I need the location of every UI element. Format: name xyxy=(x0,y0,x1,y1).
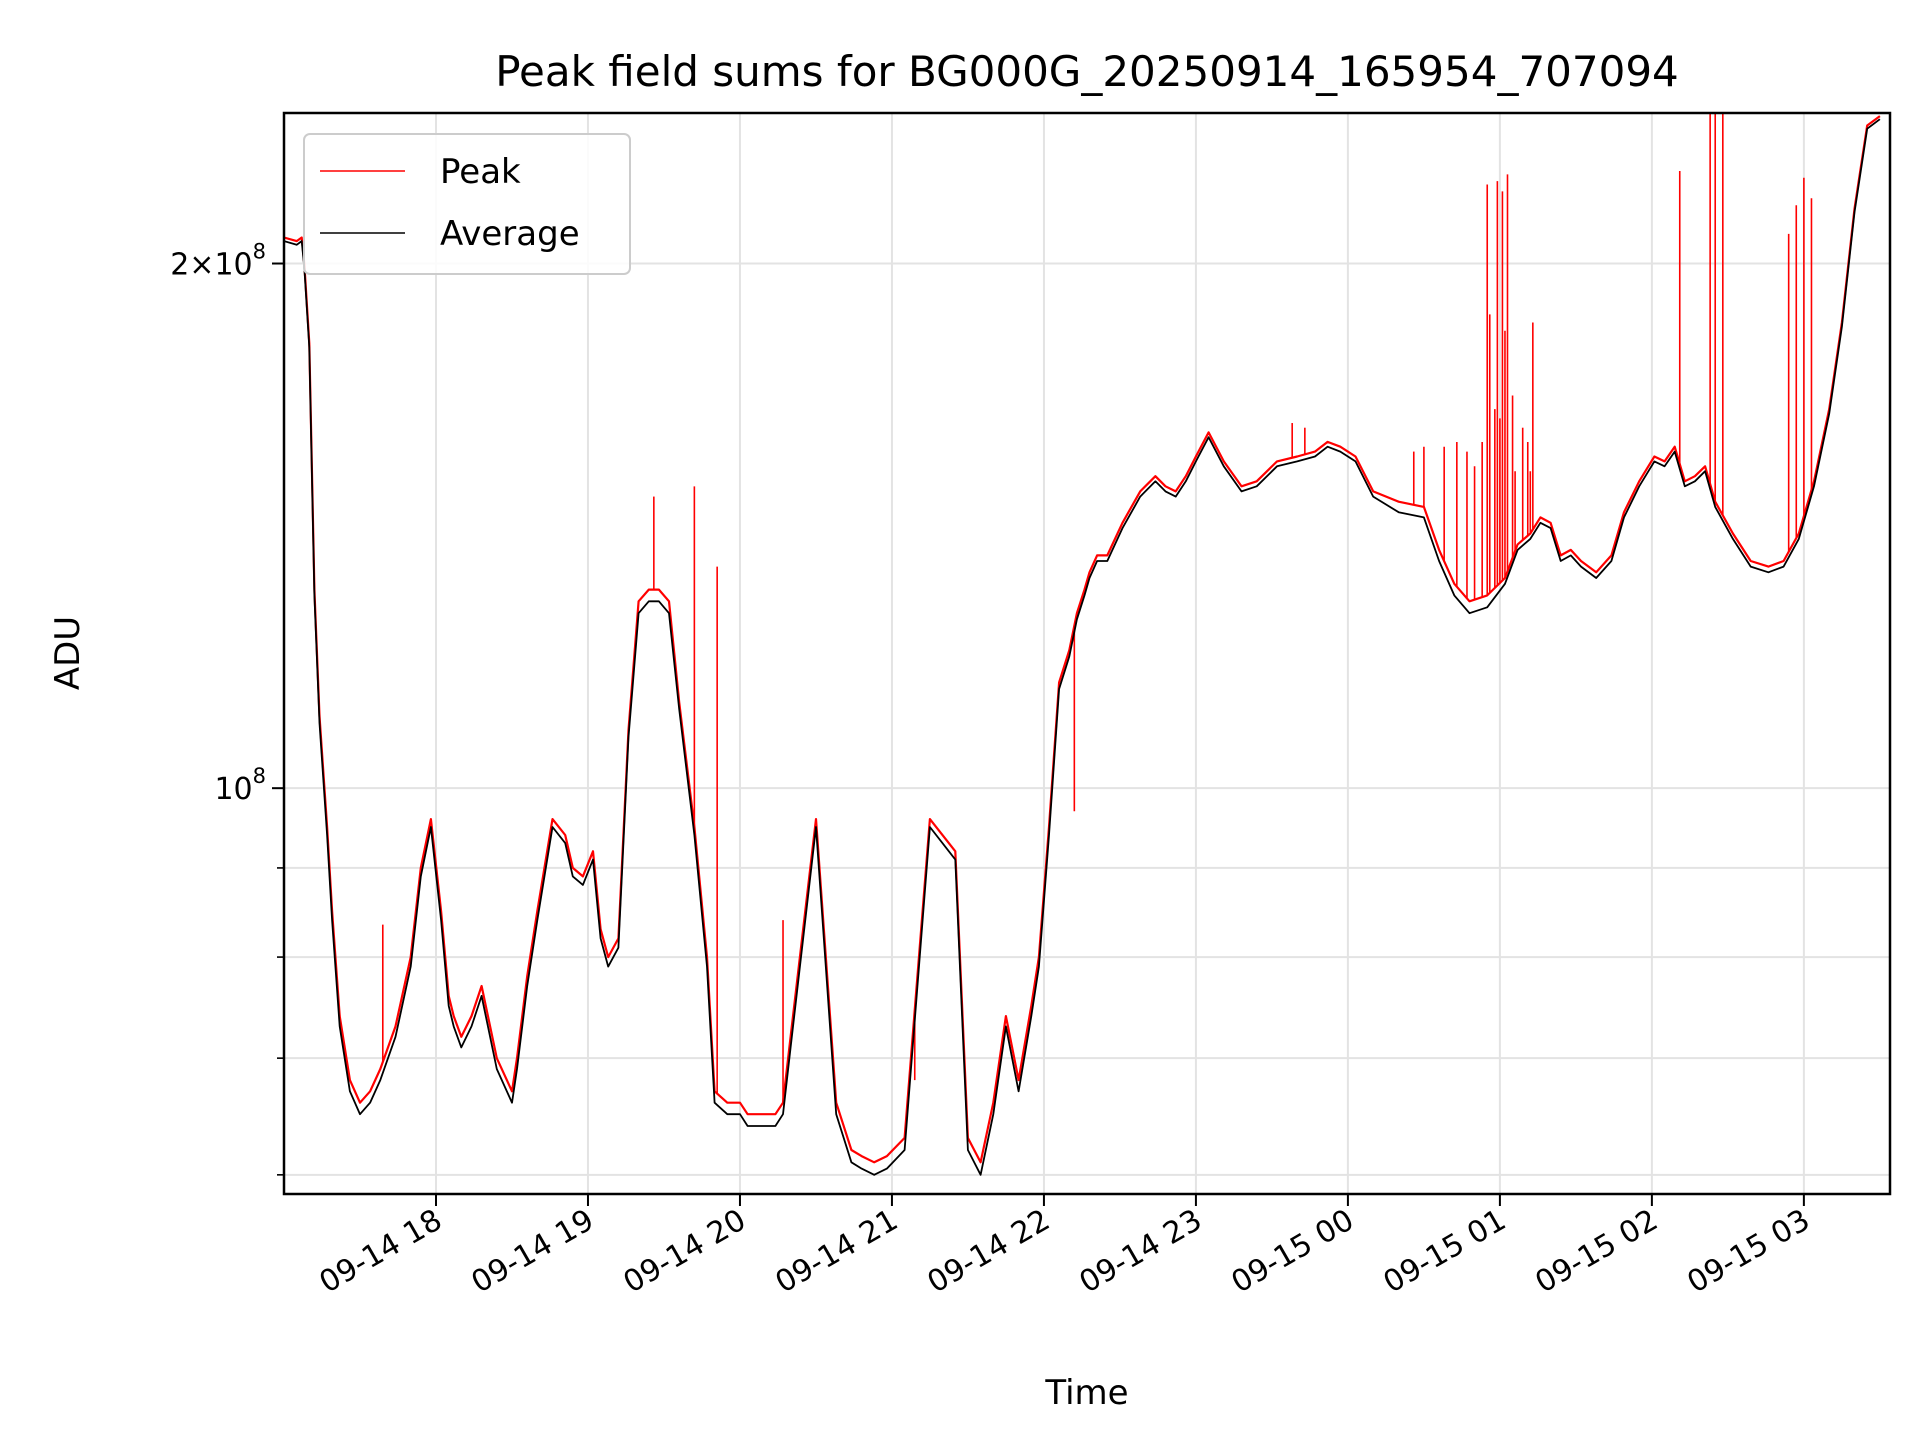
x-tick-label: 09-14 22 xyxy=(922,1203,1056,1301)
y-axis-ticks: 108 2×108 xyxy=(170,240,284,1176)
x-tick-label: 09-15 01 xyxy=(1378,1203,1512,1301)
x-tick-label: 09-14 21 xyxy=(770,1203,904,1301)
x-tick-label: 09-14 19 xyxy=(466,1203,600,1301)
x-tick-label: 09-14 23 xyxy=(1074,1203,1208,1301)
series-layer xyxy=(284,113,1881,1176)
y-tick-label: 2×108 xyxy=(170,240,266,283)
y-tick-label: 108 xyxy=(214,764,266,807)
grid-lines xyxy=(284,113,1890,1194)
plot-frame xyxy=(282,111,1892,1196)
chart-title: Peak field sums for BG000G_20250914_1659… xyxy=(495,47,1679,96)
legend: Peak Average xyxy=(303,133,631,275)
y-axis-label: ADU xyxy=(48,616,88,690)
x-tick-label: 09-15 00 xyxy=(1226,1203,1360,1301)
x-tick-label: 09-14 18 xyxy=(314,1203,448,1301)
legend-label-peak: Peak xyxy=(440,152,521,192)
legend-label-average: Average xyxy=(440,214,580,254)
x-tick-label: 09-15 03 xyxy=(1682,1203,1816,1301)
series-line-peak xyxy=(284,115,1881,1164)
x-axis-label: Time xyxy=(1044,1373,1128,1413)
series-line-average xyxy=(284,118,1881,1176)
x-tick-label: 09-15 02 xyxy=(1530,1203,1664,1301)
x-axis-ticks: 09-14 18 09-14 19 09-14 20 09-14 21 09-14 22… xyxy=(314,1194,1816,1300)
x-tick-label: 09-14 20 xyxy=(618,1203,752,1301)
legend-box xyxy=(303,133,631,275)
